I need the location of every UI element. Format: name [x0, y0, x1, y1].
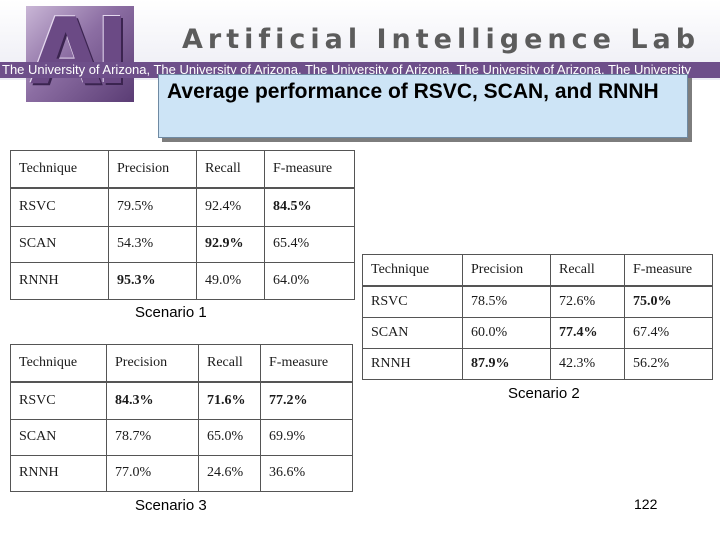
f-measure-cell: 77.2% [260, 381, 353, 420]
slide-title: Average performance of RSVC, SCAN, and R… [167, 80, 659, 103]
recall-cell: 65.0% [198, 418, 261, 456]
table-row: RSVC 79.5% 92.4% 84.5% [10, 187, 355, 227]
table-header-row: Technique Precision Recall F-measure [10, 150, 355, 190]
column-header: Recall [198, 343, 261, 383]
column-header: Technique [10, 150, 109, 190]
table-row: RNNH 95.3% 49.0% 64.0% [10, 262, 355, 300]
technique-cell: RSVC [362, 285, 463, 319]
ai-logo-background [26, 6, 134, 102]
precision-cell: 84.3% [106, 381, 199, 420]
scenario-1-table: Technique Precision Recall F-measure RSV… [10, 150, 355, 300]
scenario-1-label: Scenario 1 [135, 304, 207, 321]
technique-cell: RSVC [10, 381, 107, 420]
f-measure-cell: 56.2% [624, 348, 713, 380]
technique-cell: RNNH [362, 348, 463, 380]
column-header: Recall [196, 150, 265, 190]
column-header: Technique [10, 343, 107, 383]
recall-cell: 92.9% [196, 225, 265, 264]
table-row: RNNH 77.0% 24.6% 36.6% [10, 454, 353, 493]
column-header: F-measure [264, 150, 355, 190]
f-measure-cell: 64.0% [264, 262, 355, 300]
scenario-3-table: Technique Precision Recall F-measure RSV… [10, 343, 353, 493]
table-row: SCAN 54.3% 92.9% 65.4% [10, 225, 355, 264]
column-header: F-measure [260, 343, 353, 383]
table-header-row: Technique Precision Recall F-measure [10, 343, 353, 383]
f-measure-cell: 84.5% [264, 187, 355, 227]
column-header: Precision [108, 150, 197, 190]
table-row: SCAN 60.0% 77.4% 67.4% [362, 317, 713, 350]
slide-title-box: Average performance of RSVC, SCAN, and R… [158, 74, 688, 138]
f-measure-cell: 36.6% [260, 454, 353, 493]
precision-cell: 54.3% [108, 225, 197, 264]
page-number: 122 [634, 496, 658, 512]
precision-cell: 78.5% [462, 285, 551, 319]
f-measure-cell: 75.0% [624, 285, 713, 319]
ticker-text: The University of Arizona, The Universit… [2, 62, 692, 77]
recall-cell: 49.0% [196, 262, 265, 300]
recall-cell: 42.3% [550, 348, 625, 380]
f-measure-cell: 65.4% [264, 225, 355, 264]
ai-logo: AI [30, 0, 129, 105]
technique-cell: SCAN [10, 418, 107, 456]
scenario-2-table: Technique Precision Recall F-measure RSV… [362, 254, 713, 380]
column-header: Precision [462, 254, 551, 288]
recall-cell: 92.4% [196, 187, 265, 227]
technique-cell: RSVC [10, 187, 109, 227]
scenario-3-label: Scenario 3 [135, 497, 207, 514]
precision-cell: 87.9% [462, 348, 551, 380]
table-header-row: Technique Precision Recall F-measure [362, 254, 713, 288]
f-measure-cell: 69.9% [260, 418, 353, 456]
precision-cell: 79.5% [108, 187, 197, 227]
technique-cell: RNNH [10, 454, 107, 493]
technique-cell: RNNH [10, 262, 109, 300]
table-row: RSVC 84.3% 71.6% 77.2% [10, 381, 353, 420]
column-header: Precision [106, 343, 199, 383]
column-header: F-measure [624, 254, 713, 288]
f-measure-cell: 67.4% [624, 317, 713, 350]
lab-title: Artificial Intelligence Lab [182, 24, 701, 55]
precision-cell: 60.0% [462, 317, 551, 350]
technique-cell: SCAN [10, 225, 109, 264]
technique-cell: SCAN [362, 317, 463, 350]
recall-cell: 72.6% [550, 285, 625, 319]
precision-cell: 77.0% [106, 454, 199, 493]
table-row: SCAN 78.7% 65.0% 69.9% [10, 418, 353, 456]
recall-cell: 77.4% [550, 317, 625, 350]
recall-cell: 71.6% [198, 381, 261, 420]
table-row: RSVC 78.5% 72.6% 75.0% [362, 285, 713, 319]
precision-cell: 95.3% [108, 262, 197, 300]
column-header: Recall [550, 254, 625, 288]
precision-cell: 78.7% [106, 418, 199, 456]
table-row: RNNH 87.9% 42.3% 56.2% [362, 348, 713, 380]
scenario-2-label: Scenario 2 [508, 385, 580, 402]
column-header: Technique [362, 254, 463, 288]
recall-cell: 24.6% [198, 454, 261, 493]
